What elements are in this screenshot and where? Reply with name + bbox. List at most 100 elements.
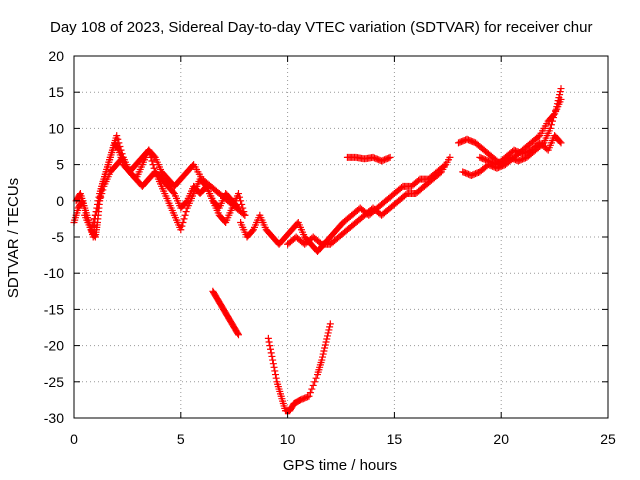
data-point: [323, 332, 331, 340]
data-point: [92, 208, 100, 216]
data-point: [446, 153, 454, 161]
data-point: [234, 190, 242, 198]
data-point: [116, 143, 124, 150]
y-tick-label: -5: [52, 229, 65, 245]
data-point: [269, 356, 277, 364]
data-point: [308, 385, 316, 393]
y-tick-label: -10: [44, 265, 64, 281]
series-track-a: [70, 139, 249, 241]
data-point: [117, 146, 125, 154]
x-tick-label: 15: [387, 431, 403, 447]
x-tick-label: 5: [177, 431, 185, 447]
data-point: [237, 197, 245, 205]
data-point: [385, 154, 393, 162]
data-point: [271, 371, 279, 379]
data-point: [240, 208, 248, 216]
data-point: [323, 335, 331, 343]
data-point: [320, 347, 328, 355]
data-point: [241, 211, 249, 219]
series-track-d: [209, 287, 242, 339]
y-tick-label: 0: [56, 193, 64, 209]
data-point: [182, 208, 190, 216]
series-track-k: [476, 132, 565, 169]
data-point: [265, 338, 273, 346]
y-axis-label: SDTVAR / TECUs: [5, 178, 22, 298]
data-point: [236, 193, 244, 201]
y-tick-label: 5: [56, 157, 64, 173]
x-axis-label: GPS time / hours: [283, 457, 397, 474]
data-point: [326, 323, 334, 331]
data-point: [88, 222, 96, 230]
data-point: [311, 378, 319, 386]
data-point: [557, 85, 565, 93]
data-point: [271, 367, 279, 375]
data-point: [182, 198, 190, 206]
data-point: [326, 320, 334, 328]
data-point: [91, 211, 99, 219]
data-point: [436, 169, 444, 177]
x-tick-label: 0: [70, 431, 78, 447]
data-point: [150, 152, 158, 160]
data-point: [238, 200, 246, 208]
data-point: [557, 139, 565, 147]
data-point: [321, 341, 329, 349]
data-point: [178, 222, 186, 230]
series-track-j: [459, 95, 565, 179]
data-point: [234, 330, 242, 338]
data-point: [76, 191, 84, 199]
data-point: [550, 111, 558, 119]
y-tick-label: -20: [44, 338, 64, 354]
series-track-g: [343, 153, 394, 165]
data-point: [147, 153, 155, 161]
data-point: [145, 146, 153, 154]
data-point: [269, 360, 277, 368]
data-point: [95, 200, 103, 208]
data-point: [309, 381, 317, 389]
data-point: [304, 393, 312, 401]
data-point: [181, 211, 189, 219]
y-axis-ticks: -30 -25 -20 -15 -10 -5 0 5 10 15 20: [44, 48, 608, 426]
series-track-b: [72, 132, 249, 241]
x-axis-ticks: 0 5 10 15 20 25: [70, 56, 616, 447]
data-point: [113, 132, 121, 140]
data-point: [268, 352, 276, 360]
data-point: [325, 326, 333, 334]
data-point: [146, 150, 154, 158]
data-point: [557, 95, 565, 103]
data-point: [90, 215, 98, 223]
data-point: [264, 334, 272, 342]
x-tick-label: 25: [600, 431, 616, 447]
series-track-h: [264, 320, 334, 415]
y-tick-label: 15: [48, 84, 64, 100]
data-point: [169, 188, 177, 196]
series-track-c: [81, 153, 242, 234]
data-point: [319, 350, 327, 358]
y-tick-label: -15: [44, 301, 64, 317]
data-point: [547, 121, 555, 129]
data-point: [99, 186, 107, 194]
data-point: [306, 389, 314, 397]
data-point: [312, 374, 320, 382]
y-tick-label: -30: [44, 410, 64, 426]
data-point: [179, 219, 187, 227]
data-point: [322, 338, 330, 346]
data-point: [248, 227, 256, 235]
y-tick-label: 20: [48, 48, 64, 64]
data-point: [321, 344, 329, 352]
data-point: [177, 226, 185, 234]
data-point: [115, 139, 123, 147]
data-point: [386, 153, 394, 161]
data-point: [324, 329, 332, 337]
data-point: [270, 363, 278, 371]
x-tick-label: 10: [280, 431, 296, 447]
data-point: [98, 190, 106, 198]
data-point: [267, 349, 275, 357]
data-point: [272, 374, 280, 382]
data-points: [70, 85, 565, 415]
series-track-f: [284, 153, 454, 248]
data-point: [180, 215, 188, 223]
y-tick-label: -25: [44, 374, 64, 390]
data-point: [318, 353, 326, 361]
y-tick-label: 10: [48, 120, 64, 136]
